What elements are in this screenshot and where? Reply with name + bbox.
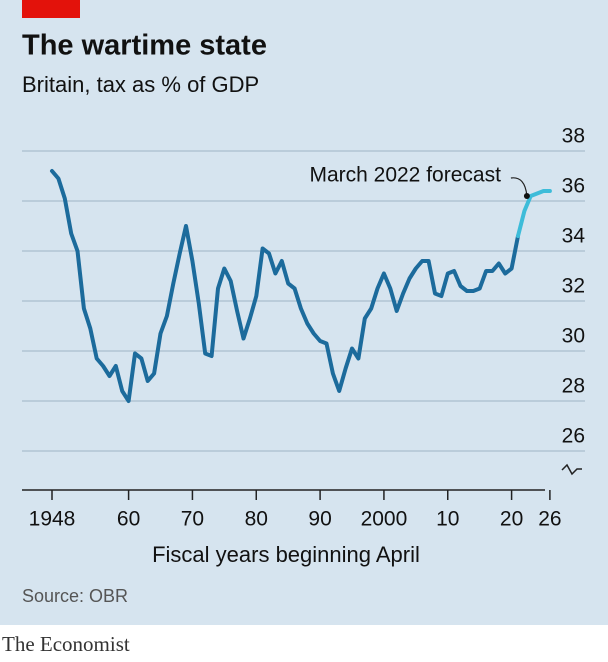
- x-tick-label: 70: [181, 508, 204, 531]
- annotation-leader: [510, 177, 528, 197]
- x-tick-label: 90: [308, 508, 331, 531]
- annotation-dot: [523, 193, 530, 199]
- y-tick-label: 34: [562, 225, 586, 248]
- x-tick-label: 26: [538, 508, 561, 531]
- x-tick-label: 80: [245, 508, 268, 531]
- x-axis-label: Fiscal years beginning April: [152, 542, 420, 567]
- y-tick-label: 36: [562, 175, 585, 198]
- footer-band: [0, 625, 608, 662]
- y-tick-label: 30: [562, 325, 585, 348]
- source: Source: OBR: [22, 586, 128, 606]
- series-line: [50, 169, 520, 403]
- y-tick-label: 26: [562, 425, 585, 448]
- y-tick-label: 38: [562, 125, 585, 148]
- x-tick-label: 1948: [29, 508, 76, 531]
- chart-title: The wartime state: [22, 30, 267, 62]
- y-tick-label: 28: [562, 375, 585, 398]
- x-tick-label: 60: [117, 508, 140, 531]
- axis-break: [561, 463, 582, 476]
- x-tick-label: 10: [436, 508, 459, 531]
- x-tick-label: 2000: [361, 508, 408, 531]
- chart-subtitle: Britain, tax as % of GDP: [22, 72, 259, 97]
- x-tick-label: 20: [500, 508, 523, 531]
- red-tag: [22, 0, 80, 18]
- series-line: [516, 189, 552, 238]
- annotation-text: March 2022 forecast: [309, 164, 501, 187]
- brand: The Economist: [2, 632, 130, 656]
- y-tick-label: 32: [562, 275, 585, 298]
